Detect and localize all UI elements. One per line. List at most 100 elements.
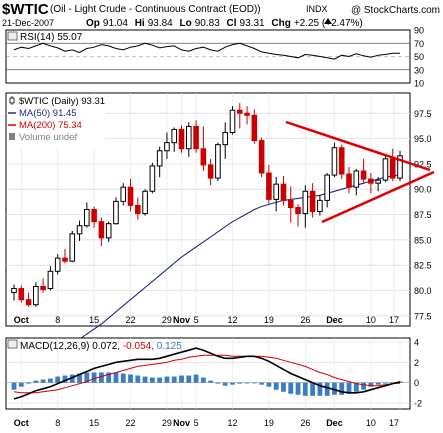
candle bbox=[338, 144, 345, 180]
chart-header: $WTIC (Oil - Light Crude - Continuous Co… bbox=[2, 1, 440, 29]
candle bbox=[244, 106, 250, 125]
macd-hist-bar bbox=[33, 380, 39, 383]
candle bbox=[171, 127, 178, 152]
macd-hist-bar bbox=[40, 379, 46, 383]
rsi-y-tick: 50 bbox=[414, 52, 424, 62]
macd-x-tick: 22 bbox=[126, 418, 136, 428]
candle-body bbox=[193, 125, 199, 150]
ticker-symbol: $WTIC bbox=[2, 1, 49, 18]
candle-body bbox=[62, 257, 68, 262]
candle-body bbox=[360, 170, 367, 180]
candle bbox=[251, 109, 258, 144]
candle-body bbox=[244, 112, 250, 116]
macd-x-tick: 8 bbox=[55, 418, 60, 428]
macd-hist-bar bbox=[281, 382, 286, 392]
high-label: Hi bbox=[135, 18, 145, 29]
macd-hist-bar bbox=[135, 375, 141, 383]
macd-y-tick: 2 bbox=[414, 358, 419, 368]
candle-body bbox=[113, 200, 119, 225]
macd-hist-bar bbox=[164, 376, 170, 383]
candle-body bbox=[142, 190, 148, 215]
candle-body bbox=[69, 233, 76, 262]
candle-body bbox=[76, 225, 83, 235]
candle-body bbox=[338, 147, 345, 175]
candle bbox=[84, 202, 90, 228]
candle-body bbox=[207, 164, 214, 179]
legend-entry: $WTIC (Daily) 93.31 bbox=[19, 96, 105, 107]
macd-hist-bar bbox=[332, 382, 337, 395]
candle bbox=[62, 249, 68, 264]
legend-entry: MA(50) 91.45 bbox=[19, 108, 77, 119]
candle-body bbox=[368, 178, 374, 184]
macd-hist-bar bbox=[142, 376, 148, 383]
macd-y-tick: -2 bbox=[414, 398, 422, 408]
macd-x-tick: Oct bbox=[14, 418, 29, 428]
change-label: Chg bbox=[271, 18, 290, 29]
candle-body bbox=[382, 158, 389, 181]
up-triangle-icon bbox=[324, 18, 332, 24]
macd-hist-value: 0.125 bbox=[157, 341, 182, 352]
macd-label-prefix: MACD(12,26,9) bbox=[20, 341, 89, 352]
macd-hist-bar bbox=[251, 382, 257, 384]
candle-body bbox=[40, 285, 46, 291]
macd-hist-bar bbox=[237, 382, 243, 384]
candle bbox=[54, 254, 61, 275]
macd-hist-bar bbox=[244, 382, 250, 384]
candle bbox=[375, 177, 381, 192]
macd-hist-bar bbox=[310, 382, 316, 396]
macd-hist-bar bbox=[273, 382, 279, 390]
candle-body bbox=[185, 125, 192, 150]
macd-hist-bar bbox=[171, 376, 177, 383]
macd-frame bbox=[5, 337, 411, 410]
candle bbox=[105, 221, 112, 242]
upper-trendline bbox=[285, 120, 431, 172]
macd-line bbox=[13, 347, 401, 400]
candle bbox=[120, 183, 127, 206]
rsi-line bbox=[13, 42, 400, 60]
open-label: Op bbox=[86, 18, 100, 29]
candle-body bbox=[389, 158, 396, 179]
macd-panel: 4 2 0 -2 MACD(12,26,9) 0.072, -0.054, 0.125… bbox=[5, 337, 422, 428]
candle bbox=[69, 230, 76, 263]
price-x-tick: Dec bbox=[326, 315, 343, 325]
macd-hist-bar bbox=[222, 382, 228, 386]
candlestick-icon bbox=[9, 97, 15, 104]
macd-hist-bar bbox=[120, 373, 126, 383]
candle-body bbox=[215, 144, 221, 179]
macd-x-tick: Nov bbox=[173, 418, 190, 428]
candle bbox=[258, 137, 265, 178]
rsi-y-tick: 30 bbox=[414, 65, 424, 75]
candle bbox=[236, 103, 243, 129]
macd-label: MACD(12,26,9) 0.072, -0.054, 0.125 bbox=[20, 341, 182, 352]
candle bbox=[229, 106, 236, 135]
candle-body bbox=[353, 170, 360, 188]
candle-body bbox=[98, 221, 105, 239]
macd-x-tick: 17 bbox=[389, 418, 399, 428]
macd-hist-bar bbox=[55, 376, 61, 383]
macd-hist-bar bbox=[48, 378, 53, 383]
macd-hist-bar bbox=[149, 377, 155, 383]
macd-hist-bar bbox=[353, 382, 359, 392]
candle bbox=[25, 292, 32, 307]
macd-signal-value: -0.054, bbox=[123, 341, 154, 352]
rsi-y-tick: 70 bbox=[414, 39, 424, 49]
candle-body bbox=[156, 150, 163, 167]
macd-hist-bar bbox=[339, 382, 345, 395]
price-y-tick: 85.0 bbox=[414, 235, 432, 245]
macd-signal-line bbox=[13, 354, 401, 394]
macd-y-tick: 0 bbox=[414, 378, 419, 388]
candle-body bbox=[18, 288, 25, 301]
candle bbox=[178, 125, 185, 153]
macd-x-tick: 29 bbox=[162, 418, 172, 428]
candle-body bbox=[324, 174, 330, 201]
candle-body bbox=[346, 173, 352, 188]
macd-x-tick: Dec bbox=[326, 418, 343, 428]
macd-hist-bar bbox=[62, 375, 68, 383]
candle bbox=[397, 150, 403, 182]
price-y-tick: 92.5 bbox=[414, 159, 432, 169]
macd-x-tick: 26 bbox=[300, 418, 310, 428]
price-y-tick: 87.5 bbox=[414, 210, 432, 220]
macd-hist-bar bbox=[368, 382, 374, 387]
price-x-tick: 15 bbox=[89, 315, 99, 325]
